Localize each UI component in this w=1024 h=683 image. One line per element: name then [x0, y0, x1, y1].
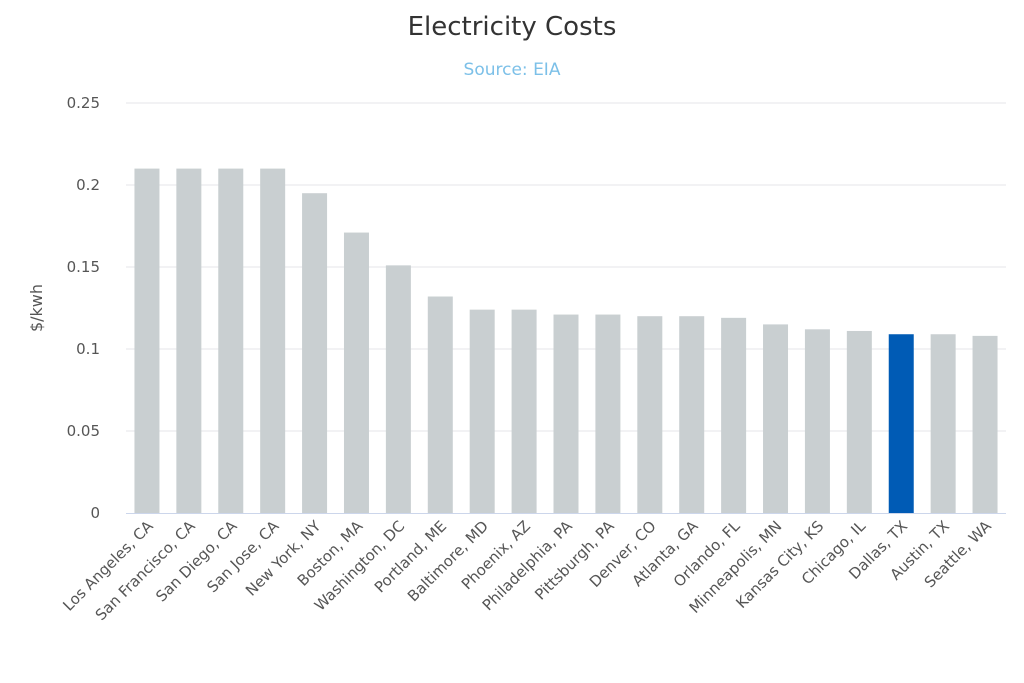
- y-tick-label: 0: [90, 504, 100, 522]
- bar: [218, 168, 244, 513]
- chart-title: Electricity Costs: [407, 12, 617, 42]
- y-tick-label: 0.2: [76, 176, 100, 194]
- bar: [134, 168, 160, 513]
- bar: [721, 317, 747, 513]
- bar: [763, 324, 789, 513]
- bar: [679, 316, 705, 513]
- bar: [385, 265, 411, 513]
- y-axis-ticks: 0 0.05 0.1 0.15 0.2 0.25: [67, 94, 100, 522]
- bar: [846, 330, 872, 513]
- bar: [637, 316, 663, 513]
- bar: [511, 309, 537, 513]
- bar: [260, 168, 286, 513]
- y-tick-label: 0.05: [67, 422, 100, 440]
- bar: [553, 314, 579, 513]
- bar: [427, 296, 453, 513]
- bar: [343, 232, 369, 513]
- y-tick-label: 0.25: [67, 94, 100, 112]
- bar: [302, 193, 328, 513]
- bar: [888, 334, 914, 513]
- chart-subtitle: Source: EIA: [463, 60, 561, 80]
- y-tick-label: 0.15: [67, 258, 100, 276]
- bar: [804, 329, 830, 513]
- y-tick-label: 0.1: [76, 340, 100, 358]
- bar: [972, 335, 998, 513]
- bar: [176, 168, 202, 513]
- bar: [469, 309, 495, 513]
- bar: [595, 314, 621, 513]
- y-axis-label: $/kwh: [27, 284, 46, 332]
- bars: [134, 168, 998, 513]
- bar: [930, 334, 956, 513]
